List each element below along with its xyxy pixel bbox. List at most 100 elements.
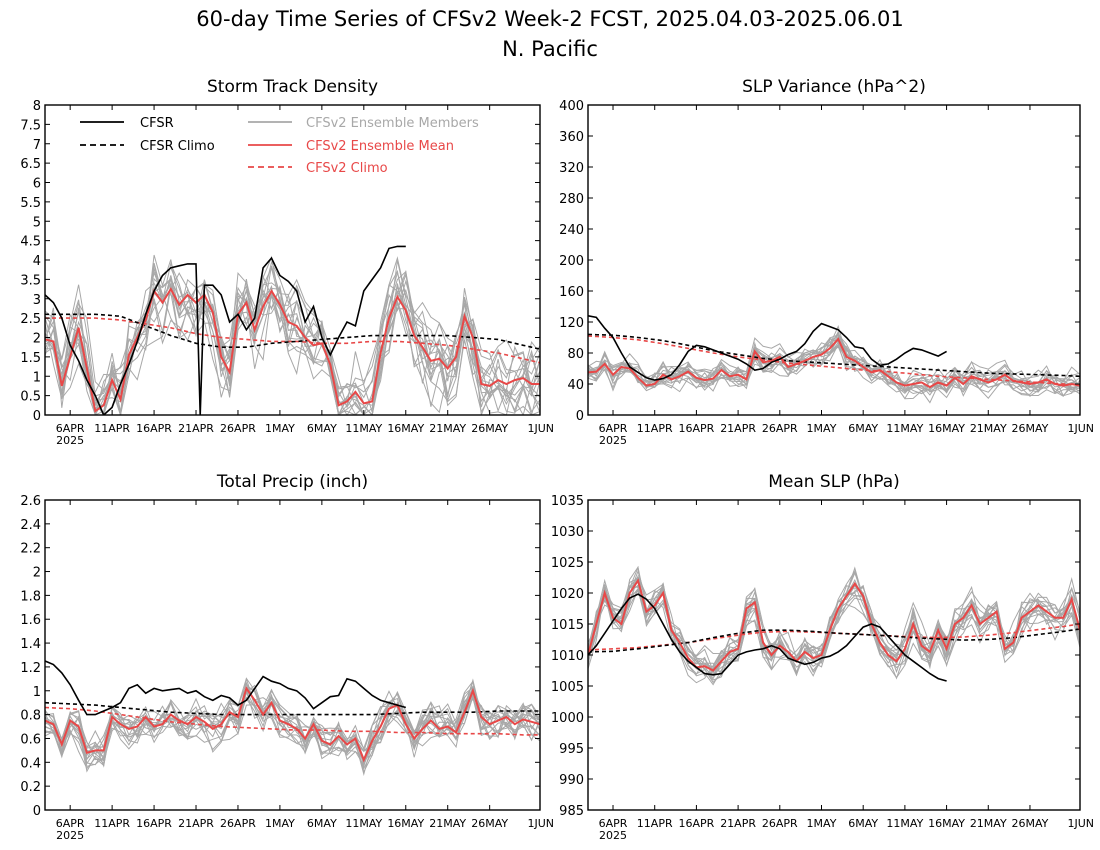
panel-title: Mean SLP (hPa) [768, 472, 900, 492]
y-tick-label: 0 [33, 804, 41, 819]
x-tick-label: 26MAY [1012, 817, 1049, 830]
x-tick-label: 21MAY [970, 817, 1007, 830]
x-year-label: 2025 [599, 434, 627, 447]
panels: Storm Track Density 0 0.5 1 1.5 2 2.5 3 3.5 4 4.5 5… [20, 77, 1094, 842]
y-tick-label: 8 [33, 99, 41, 114]
x-tick-label: 1MAY [807, 817, 837, 830]
x-tick-label: 21MAY [970, 422, 1007, 435]
y-tick-label: 1000 [551, 711, 584, 726]
ensemble-member-line [588, 333, 1080, 393]
y-tick-label: 1015 [551, 618, 584, 633]
y-tick-label: 0.5 [20, 390, 41, 405]
x-tick-label: 26APR [220, 817, 256, 830]
x-tick-label: 6APR [599, 422, 628, 435]
x-tick-label: 6MAY [307, 422, 337, 435]
ensemble-member-line [588, 345, 1080, 399]
cfsv2-ensemble-mean-line [45, 686, 540, 763]
x-tick-label: 11MAY [886, 817, 923, 830]
y-tick-label: 1 [33, 685, 41, 700]
cfsr-climo-line [45, 701, 540, 716]
ensemble-member-line [588, 343, 1080, 397]
y-tick-label: 1030 [551, 525, 584, 540]
y-tick-label: 0.4 [20, 756, 41, 771]
x-tick-label: 6APR [56, 422, 85, 435]
plot-frame [44, 499, 541, 811]
y-tick-label: 400 [559, 99, 584, 114]
x-tick-label: 26MAY [471, 422, 508, 435]
cfsv2-ensemble-mean-line [45, 287, 540, 413]
y-tick-label: 0 [33, 409, 41, 424]
x-tick-label: 11APR [94, 422, 130, 435]
y-tick-label: 6.5 [20, 157, 41, 172]
ensemble-member-line [45, 261, 540, 415]
cfsv2-climo-line [45, 706, 540, 736]
ensemble-members [45, 254, 540, 415]
cfsr-line [45, 245, 406, 415]
y-tick-label: 7 [33, 138, 41, 153]
ensemble-member-line [45, 688, 540, 765]
y-tick-label: 2.2 [20, 542, 41, 557]
panel-title: Total Precip (inch) [216, 472, 368, 492]
cfsv2-ensemble-mean-line [588, 337, 1080, 389]
y-tick-label: 985 [559, 804, 584, 819]
y-tick-label: 2.6 [20, 494, 41, 509]
cfsr-line [588, 593, 947, 682]
y-tick-label: 160 [559, 285, 584, 300]
ensemble-member-line [588, 577, 1080, 676]
ensemble-members [588, 565, 1080, 686]
ensemble-member-line [45, 260, 540, 415]
x-tick-label: 6MAY [307, 817, 337, 830]
y-tick-label: 4 [33, 254, 41, 269]
x-tick-label: 26MAY [471, 817, 508, 830]
cfsr-line [45, 660, 407, 716]
y-tick-label: 320 [559, 161, 584, 176]
ensemble-member-line [45, 686, 540, 755]
ensemble-member-line [588, 345, 1080, 394]
panel-1: Storm Track Density 0 0.5 1 1.5 2 2.5 3 3.5 4 4.5 5… [20, 77, 554, 447]
y-tick-label: 0.6 [20, 732, 41, 747]
y-tick-label: 1.2 [20, 661, 41, 676]
x-tick-label: 6APR [599, 817, 628, 830]
x-tick-label: 21APR [720, 422, 756, 435]
ensemble-member-line [588, 584, 1080, 680]
ensemble-members [588, 324, 1080, 404]
figure-subtitle: N. Pacific [502, 37, 598, 61]
x-tick-label: 21MAY [429, 422, 466, 435]
y-tick-label: 1 [33, 370, 41, 385]
x-tick-label: 21APR [720, 817, 756, 830]
y-tick-label: 5 [33, 215, 41, 230]
y-tick-label: 120 [559, 316, 584, 331]
ensemble-member-line [588, 337, 1080, 399]
y-tick-label: 1.4 [20, 637, 41, 652]
y-tick-label: 1.5 [20, 351, 41, 366]
x-tick-label: 11MAY [345, 817, 382, 830]
x-year-label: 2025 [599, 829, 627, 842]
y-tick-label: 2.5 [20, 312, 41, 327]
y-tick-label: 7.5 [20, 118, 41, 133]
ensemble-member-line [588, 344, 1080, 404]
legend-label: CFSv2 Ensemble Members [306, 116, 479, 131]
y-tick-label: 1005 [551, 680, 584, 695]
y-tick-label: 280 [559, 192, 584, 207]
y-tick-label: 1035 [551, 494, 584, 509]
x-tick-label: 16APR [136, 817, 172, 830]
x-tick-label: 6MAY [848, 817, 878, 830]
y-tick-label: 0.8 [20, 709, 41, 724]
y-tick-label: 200 [559, 254, 584, 269]
y-tick-label: 3 [33, 293, 41, 308]
x-tick-label: 11MAY [886, 422, 923, 435]
x-tick-label: 16APR [136, 422, 172, 435]
x-tick-label: 16MAY [928, 422, 965, 435]
y-tick-label: 2.4 [20, 518, 41, 533]
y-tick-label: 5.5 [20, 196, 41, 211]
x-tick-label: 16MAY [928, 817, 965, 830]
panel-title: Storm Track Density [207, 77, 378, 97]
cfsr-climo-line [45, 313, 540, 350]
plot-frame [587, 499, 1081, 811]
x-tick-label: 11APR [637, 422, 673, 435]
x-tick-label: 11APR [94, 817, 130, 830]
cfsv2-climo-line [588, 335, 1080, 386]
y-tick-label: 1.8 [20, 589, 41, 604]
figure-title: 60-day Time Series of CFSv2 Week-2 FCST,… [196, 7, 903, 31]
